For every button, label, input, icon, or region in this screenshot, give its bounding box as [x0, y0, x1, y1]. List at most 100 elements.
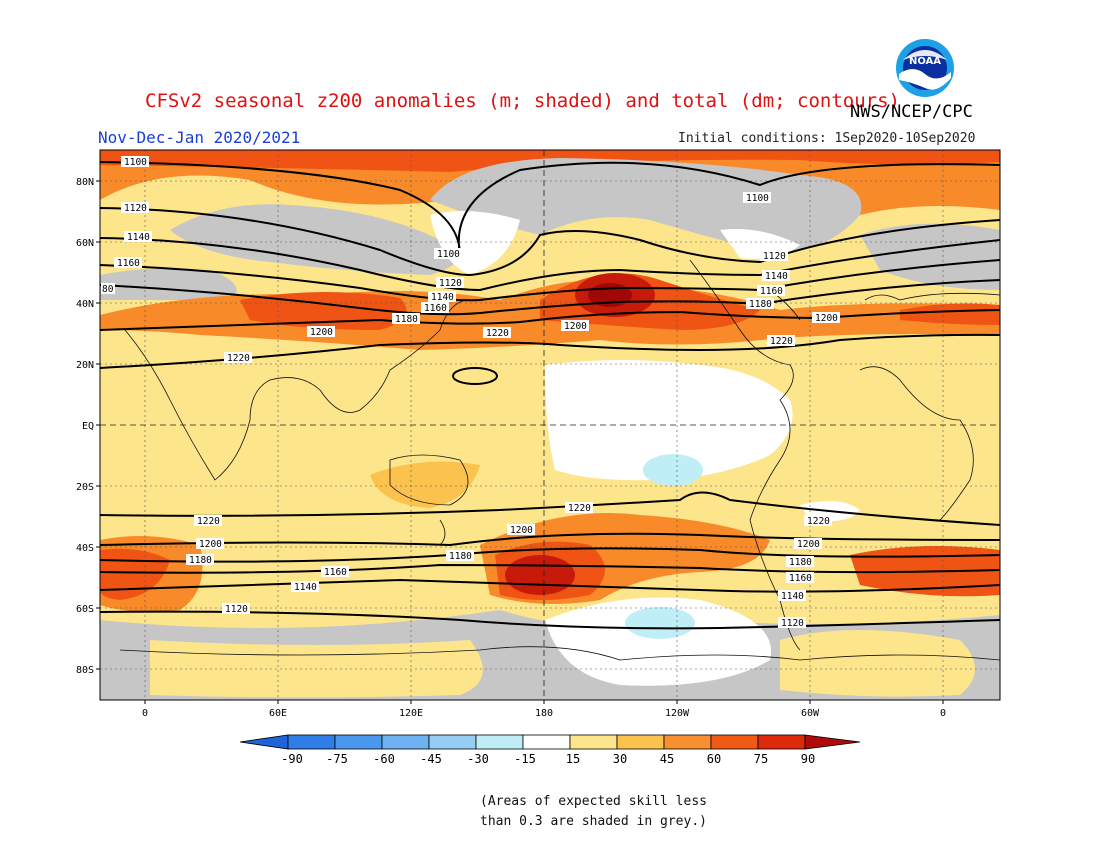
lat-label: 40S — [76, 543, 94, 554]
contour-label: 1140 — [291, 581, 319, 593]
contour-label: 1220 — [483, 327, 511, 339]
svg-text:1120: 1120 — [124, 203, 147, 214]
equator-and-dateline — [100, 150, 1000, 700]
contour-label: 1220 — [804, 515, 832, 527]
svg-text:1120: 1120 — [781, 618, 804, 629]
contour-label: 1120 — [760, 250, 788, 262]
skill-footnote: (Areas of expected skill less than 0.3 a… — [480, 792, 707, 832]
lightblue-patch-tropics — [643, 454, 703, 486]
svg-text:1140: 1140 — [765, 271, 788, 282]
contour-label: 1160 — [786, 572, 814, 584]
contour-label: 1200 — [812, 312, 840, 324]
noaa-logo: NOAA — [896, 39, 954, 97]
svg-text:1120: 1120 — [439, 278, 462, 289]
contour-label: 1180 — [392, 313, 420, 325]
grey-shading-asia — [170, 204, 458, 275]
colorbar-label: 90 — [800, 752, 816, 766]
contour-label: 1200 — [794, 538, 822, 550]
svg-text:1140: 1140 — [431, 292, 454, 303]
lat-label: 80S — [76, 665, 94, 676]
svg-text:1180: 1180 — [449, 551, 472, 562]
colorbar-segment — [710, 734, 759, 750]
colorbar — [239, 734, 861, 750]
contour-label: 1140 — [762, 270, 790, 282]
svg-text:1180: 1180 — [395, 314, 418, 325]
footnote-line: than 0.3 are shaded in grey.) — [480, 814, 707, 829]
colorbar-label: -30 — [467, 752, 489, 766]
contour-label: 1140 — [778, 590, 806, 602]
svg-text:1160: 1160 — [760, 286, 783, 297]
colorbar-segment — [757, 734, 806, 750]
contour-label: 1200 — [561, 320, 589, 332]
height-contours — [100, 161, 1000, 630]
contour-label: 1200 — [307, 326, 335, 338]
colorbar-segment — [663, 734, 712, 750]
svg-text:1220: 1220 — [568, 503, 591, 514]
lat-label: 80N — [76, 177, 94, 188]
grey-shading-europe — [860, 223, 1000, 290]
lat-label: 60N — [76, 238, 94, 249]
colorbar-arrow-left — [239, 734, 289, 750]
svg-text:1220: 1220 — [227, 353, 250, 364]
svg-text:1200: 1200 — [510, 525, 533, 536]
lat-label: EQ — [82, 421, 94, 432]
contour-labels: 1100 1120 1140 1160 1180 1200 1220 1100 … — [101, 156, 840, 629]
svg-text:1160: 1160 — [117, 258, 140, 269]
agency-label: NWS/NCEP/CPC — [850, 102, 973, 122]
contour-label: 1120 — [436, 277, 464, 289]
coastlines — [119, 259, 1000, 661]
lon-label: 120E — [399, 708, 423, 719]
contour-label: 1120 — [121, 202, 149, 214]
lat-label: 20N — [76, 360, 94, 371]
svg-text:1200: 1200 — [815, 313, 838, 324]
colorbar-label: -45 — [420, 752, 442, 766]
svg-text:1160: 1160 — [324, 567, 347, 578]
lat-label: 20S — [76, 482, 94, 493]
colorbar-label: 45 — [659, 752, 675, 766]
forecast-period: Nov-Dec-Jan 2020/2021 — [98, 128, 301, 147]
lon-label: 120W — [665, 708, 690, 719]
contour-label: 1100 — [121, 156, 149, 168]
contour-label: 1180 — [186, 554, 214, 566]
lightblue-patch-southern — [625, 607, 695, 639]
colorbar-label: -60 — [373, 752, 395, 766]
lon-label: 0 — [940, 708, 946, 719]
svg-text:1100: 1100 — [437, 249, 460, 260]
svg-text:1200: 1200 — [310, 327, 333, 338]
colorbar-segment — [569, 734, 618, 750]
contour-label: 1220 — [565, 502, 593, 514]
colorbar-segment — [522, 734, 571, 750]
lon-ticks — [144, 700, 944, 704]
contour-label: 1100 — [434, 248, 462, 260]
contour-label: 1160 — [757, 285, 785, 297]
svg-text:1180: 1180 — [789, 557, 812, 568]
lon-label: 180 — [535, 708, 553, 719]
white-shading-tropical-pacific — [545, 360, 793, 481]
svg-text:1120: 1120 — [225, 604, 248, 615]
colorbar-arrow-right — [804, 734, 861, 750]
contour-label: 1160 — [421, 302, 449, 314]
white-shading-southern — [545, 597, 772, 686]
colorbar-segment — [428, 734, 477, 750]
colorbar-segment — [381, 734, 430, 750]
svg-text:1220: 1220 — [807, 516, 830, 527]
svg-text:1220: 1220 — [486, 328, 509, 339]
colorbar-label: 75 — [753, 752, 769, 766]
contour-label: 1220 — [224, 352, 252, 364]
contour-label: 1140 — [428, 291, 456, 303]
contour-label: 1180 — [446, 550, 474, 562]
colorbar-segment — [616, 734, 665, 750]
colorbar-segment — [475, 734, 524, 750]
red-patch-atlantic — [900, 303, 1000, 325]
colorbar-label: 15 — [565, 752, 581, 766]
lat-ticks — [96, 180, 100, 670]
contour-label: 1200 — [507, 524, 535, 536]
svg-text:1180: 1180 — [749, 299, 772, 310]
svg-text:1200: 1200 — [797, 539, 820, 550]
svg-text:1200: 1200 — [199, 539, 222, 550]
colorbar-label: -15 — [514, 752, 536, 766]
svg-text:1220: 1220 — [770, 336, 793, 347]
svg-text:1200: 1200 — [564, 321, 587, 332]
svg-text:1120: 1120 — [763, 251, 786, 262]
